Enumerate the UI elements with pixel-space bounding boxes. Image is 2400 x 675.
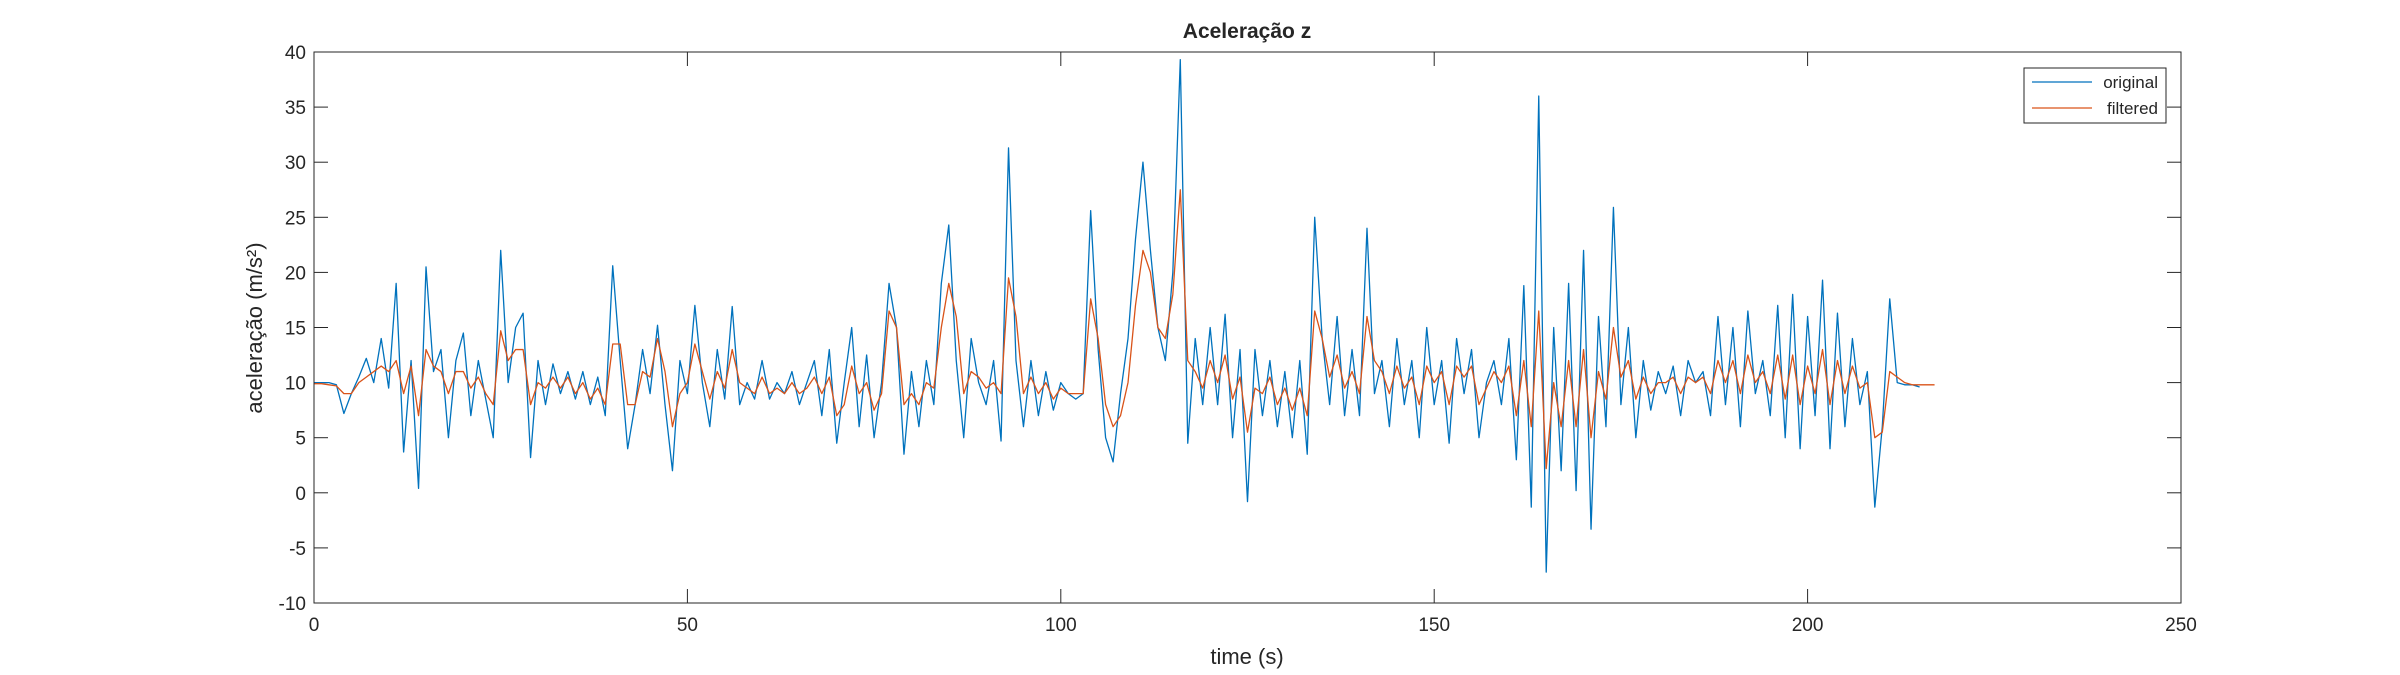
x-tick-label: 200 (1792, 615, 1824, 636)
y-tick-label: 25 (285, 208, 306, 229)
legend-box (2023, 67, 2167, 124)
y-tick-label: 40 (285, 43, 306, 64)
series-line (314, 59, 1920, 573)
y-axis-label: aceleração (m/s²) (242, 242, 267, 413)
series-line (314, 189, 1935, 470)
y-tick-label: 0 (295, 484, 306, 505)
x-tick-label: 50 (677, 615, 698, 636)
x-tick-label: 250 (2165, 615, 2197, 636)
y-tick-label: -10 (279, 594, 306, 615)
y-tick-label: 20 (285, 263, 306, 284)
legend-label: filtered (2107, 99, 2158, 118)
y-tick-label: -5 (289, 539, 306, 560)
y-tick-label: 5 (295, 429, 306, 450)
x-tick-label: 100 (1045, 615, 1077, 636)
y-tick-label: 30 (285, 153, 306, 174)
legend-label: original (2103, 73, 2158, 92)
axes-box (313, 51, 2182, 604)
y-tick-label: 35 (285, 98, 306, 119)
chart-title: Aceleração z (1183, 20, 1311, 43)
y-tick-label: 10 (285, 374, 306, 395)
x-tick-label: 0 (309, 615, 320, 636)
x-axis-label: time (s) (1210, 644, 1283, 669)
y-tick-label: 15 (285, 319, 306, 340)
x-tick-label: 150 (1418, 615, 1450, 636)
